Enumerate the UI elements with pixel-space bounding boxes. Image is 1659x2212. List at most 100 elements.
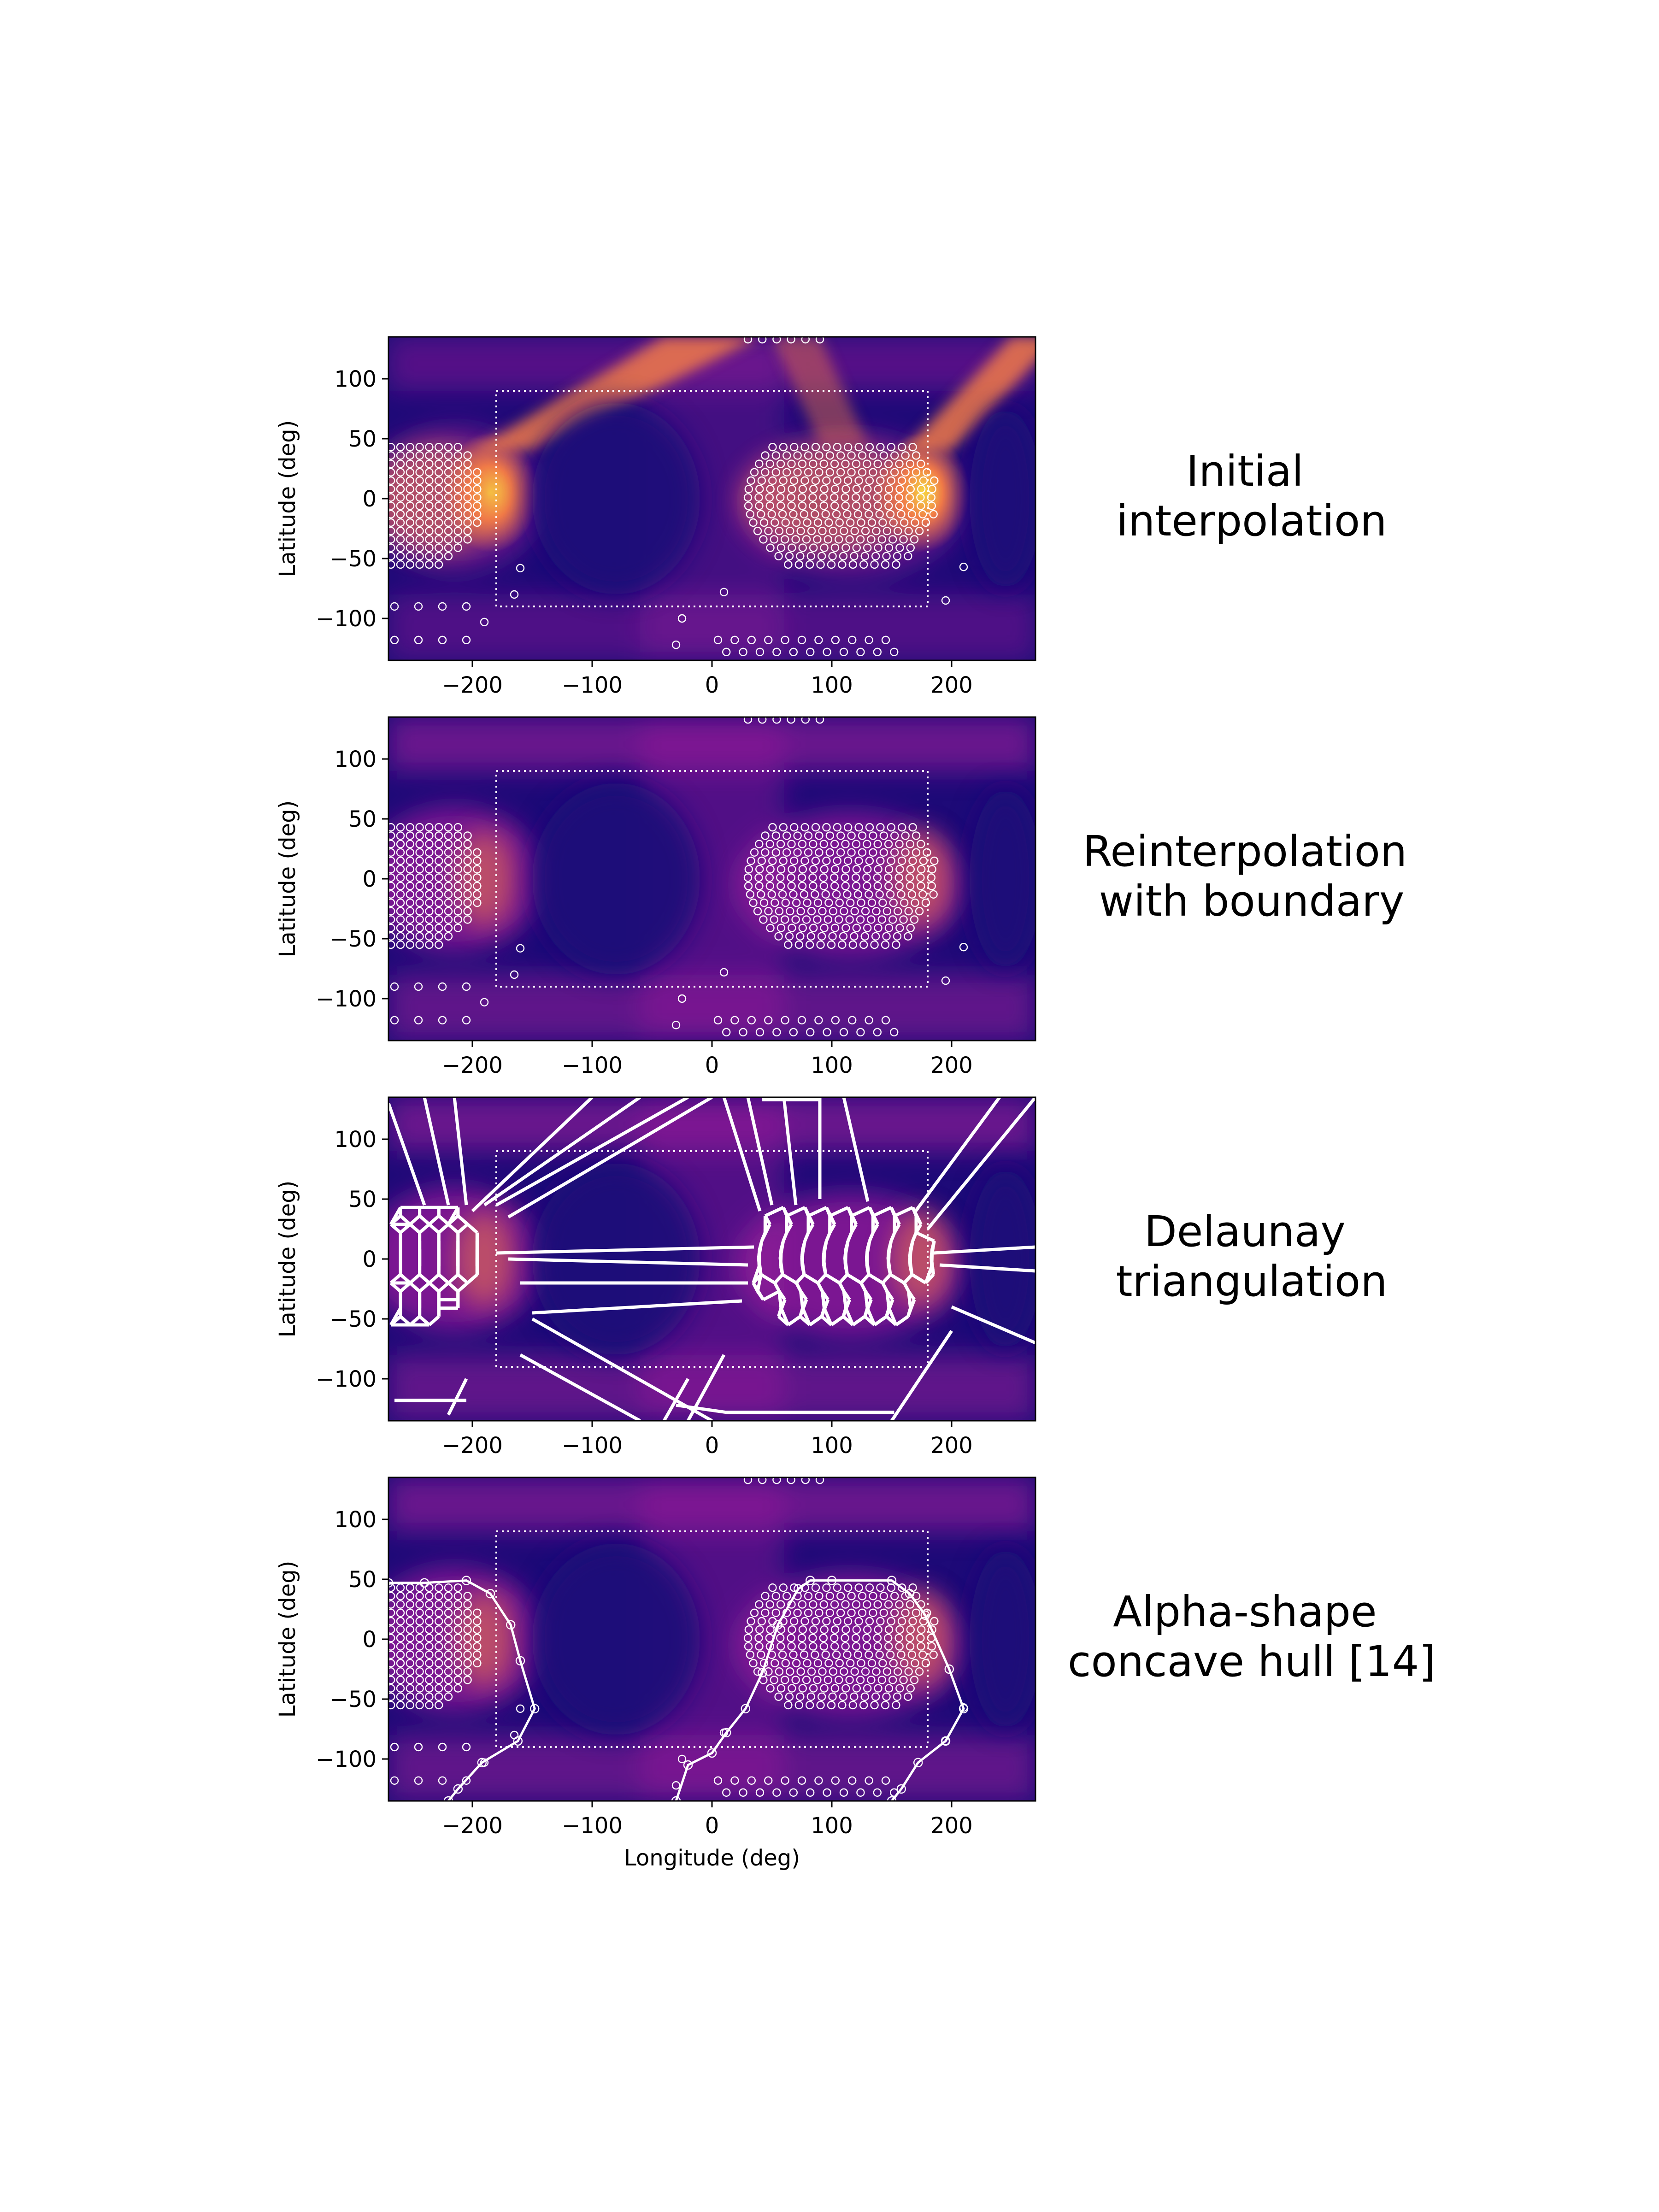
- data-point: [819, 882, 829, 890]
- mesh-edge: [824, 1273, 841, 1284]
- data-point: [396, 924, 405, 932]
- data-point: [396, 915, 405, 924]
- mesh-edge: [437, 1282, 450, 1293]
- panel-title-line-1: Reinterpolation: [1083, 827, 1407, 876]
- data-point: [838, 940, 847, 949]
- data-point: [444, 823, 453, 832]
- data-point: [771, 1659, 779, 1668]
- data-point: [789, 856, 799, 865]
- data-point: [865, 510, 873, 519]
- data-point: [815, 831, 824, 840]
- triangulation-mesh: [388, 1097, 1035, 1421]
- y-tick-label: 50: [348, 806, 377, 832]
- data-point: [819, 493, 828, 502]
- data-point: [917, 1625, 926, 1634]
- data-point: [444, 1684, 453, 1693]
- data-point: [815, 717, 824, 724]
- data-point: [894, 1634, 903, 1642]
- data-point: [801, 1477, 810, 1484]
- data-point: [388, 459, 395, 468]
- mesh-edge: [447, 1273, 459, 1284]
- data-point: [435, 535, 443, 544]
- data-point: [906, 501, 915, 510]
- data-point: [473, 510, 482, 519]
- data-point: [768, 1583, 777, 1592]
- data-point: [884, 882, 893, 890]
- data-point: [425, 1659, 434, 1668]
- data-point: [884, 459, 893, 468]
- y-tick-label: −50: [330, 1306, 377, 1332]
- data-point: [852, 1625, 861, 1634]
- y-tick-label: 50: [348, 426, 377, 452]
- data-point: [766, 1625, 775, 1634]
- data-point: [791, 915, 800, 924]
- data-point: [787, 1634, 795, 1642]
- data-point: [844, 1583, 853, 1592]
- mesh-edge: [914, 1097, 1001, 1212]
- data-point: [755, 501, 764, 510]
- data-point: [396, 501, 405, 510]
- data-point: [830, 882, 839, 890]
- data-point: [787, 1477, 795, 1484]
- mesh-edge: [532, 1299, 742, 1315]
- data-point: [904, 552, 912, 561]
- data-point: [768, 823, 777, 832]
- mesh-edge: [911, 1232, 918, 1242]
- data-point: [463, 1625, 472, 1634]
- boundary-box: [495, 390, 929, 607]
- hull-vertex: [741, 1704, 751, 1714]
- data-point: [425, 940, 434, 949]
- data-point: [832, 510, 841, 519]
- data-point: [435, 1700, 443, 1710]
- data-point: [916, 1634, 925, 1642]
- hull-vertex: [721, 1728, 731, 1738]
- data-point: [839, 647, 848, 657]
- data-point: [435, 940, 443, 949]
- mesh-edge: [825, 1232, 832, 1242]
- mesh-edge: [906, 1299, 916, 1318]
- data-point: [794, 560, 803, 569]
- data-point: [463, 1608, 472, 1618]
- data-point: [415, 1700, 424, 1710]
- data-point: [895, 1642, 904, 1651]
- data-point: [425, 873, 434, 882]
- data-point: [813, 915, 822, 924]
- data-point: [390, 602, 399, 611]
- data-point: [453, 915, 462, 924]
- data-point: [790, 823, 799, 832]
- data-point: [830, 543, 840, 552]
- data-point: [396, 873, 405, 882]
- data-point: [895, 1684, 904, 1693]
- data-point: [904, 526, 913, 535]
- mesh-edge: [519, 1353, 641, 1421]
- data-point: [884, 484, 894, 494]
- data-point: [463, 1667, 472, 1676]
- data-point: [899, 535, 908, 544]
- x-tick-label: −200: [442, 1813, 503, 1839]
- hull-vertex: [896, 1784, 906, 1794]
- data-point: [396, 1676, 405, 1684]
- mesh-edge: [799, 1299, 808, 1318]
- data-point: [847, 1016, 857, 1025]
- data-point: [800, 443, 809, 452]
- data-point: [865, 1776, 873, 1785]
- data-point: [889, 647, 899, 657]
- y-tick-label: 100: [334, 1127, 377, 1153]
- data-point: [435, 1642, 443, 1651]
- data-point: [791, 535, 800, 544]
- data-point: [777, 1642, 785, 1651]
- data-point: [396, 882, 405, 890]
- data-point: [435, 1617, 443, 1626]
- data-point: [809, 501, 818, 510]
- data-point: [870, 940, 879, 949]
- data-point: [796, 1667, 805, 1676]
- data-point: [822, 443, 831, 452]
- y-tick-label: 0: [362, 1627, 377, 1653]
- data-point: [406, 1642, 414, 1651]
- data-point: [912, 831, 921, 840]
- data-point: [833, 476, 841, 485]
- data-point: [882, 1667, 892, 1676]
- data-point: [897, 476, 906, 485]
- heatmap-layer: [388, 1097, 1035, 1421]
- data-point: [510, 970, 519, 979]
